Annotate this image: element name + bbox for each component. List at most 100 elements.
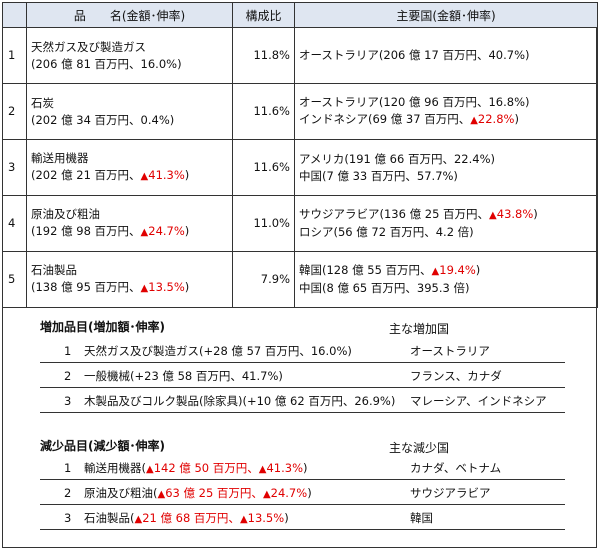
item-negative-rate: 24.7%	[148, 224, 185, 238]
list-item: 2 原油及び粗油(▲63 億 25 百万円、▲24.7%) サウジアラビア	[40, 482, 565, 505]
table-row: 4 原油及び粗油 (192 億 98 百万円、▲24.7%) 11.0% サウジアラビア…	[2, 195, 598, 252]
item-value-text: (138 億 95 百万円、	[31, 280, 141, 294]
negative-marker: ▲	[262, 489, 271, 500]
country-suffix: )	[514, 112, 519, 126]
list-text: 木製品及びコルク製品(除家具)(+10 億 62 百万円、26.9%)	[84, 394, 396, 408]
row-number: 3	[2, 139, 27, 196]
countries-cell: アメリカ(191 億 66 百万円、22.4%) 中国(7 億 33 百万円、57…	[294, 139, 598, 196]
header-item: 品 名(金額･伸率)	[26, 2, 233, 28]
negative-marker: ▲	[140, 283, 149, 294]
country-text: アメリカ(191 億 66 百万円、22.4%)	[299, 151, 495, 166]
list-number: 3	[64, 394, 72, 408]
item-name: 石炭	[31, 95, 54, 110]
increase-title: 増加品目(増加額･伸率)	[40, 320, 165, 334]
item-value: (138 億 95 百万円、▲13.5%)	[31, 279, 232, 297]
negative-rate: 13.5%	[247, 511, 285, 525]
country-negative-rate: 22.8%	[477, 112, 515, 126]
composition-ratio: 11.6%	[232, 83, 295, 140]
item-negative-rate: 41.3%	[148, 168, 185, 182]
list-country: フランス、カナダ	[410, 369, 502, 383]
composition-ratio: 11.6%	[232, 139, 295, 196]
list-item-text: 原油及び粗油(▲63 億 25 百万円、▲24.7%)	[84, 482, 312, 506]
negative-marker: ▲	[140, 227, 149, 238]
decrease-country-header: 主な減少国	[389, 441, 450, 455]
item-value-text: (206 億 81 百万円、16.0%)	[31, 56, 182, 71]
list-country: サウジアラビア	[410, 486, 491, 500]
countries-cell: オーストラリア(120 億 96 百万円、16.8%) インドネシア(69 億 3…	[294, 83, 598, 140]
country-line: オーストラリア(206 億 17 百万円、40.7%)	[299, 47, 597, 64]
item-cell: 原油及び粗油 (192 億 98 百万円、▲24.7%)	[26, 195, 233, 252]
country-text: オーストラリア(206 億 17 百万円、40.7%)	[299, 48, 530, 62]
table-row: 5 石油製品 (138 億 95 百万円、▲13.5%) 7.9% 韓国(128 億 5…	[2, 251, 598, 308]
list-item: 1 天然ガス及び製造ガス(+28 億 57 百万円、16.0%) オーストラリア	[40, 340, 565, 363]
country-text: オーストラリア(120 億 96 百万円、16.8%)	[299, 95, 530, 109]
country-line: 韓国(128 億 55 百万円、▲19.4%)	[299, 262, 597, 280]
country-line: オーストラリア(120 億 96 百万円、16.8%)	[299, 94, 597, 111]
row-number: 4	[2, 195, 27, 252]
item-name: 石油製品	[31, 263, 77, 277]
list-item: 1 輸送用機器(▲142 億 50 百万円、▲41.3%) カナダ、ベトナム	[40, 457, 565, 480]
item-value-suffix: )	[184, 280, 190, 294]
item-value-suffix: )	[184, 168, 190, 182]
list-item-text: 一般機械(+23 億 58 百万円、41.7%)	[84, 365, 283, 387]
header-countries: 主要国(金額･伸率)	[294, 2, 598, 28]
country-text: インドネシア(69 億 37 百万円、	[299, 112, 471, 126]
negative-marker: ▲	[431, 266, 440, 277]
table-row: 3 輸送用機器 (202 億 21 百万円、▲41.3%) 11.6% アメリカ(191…	[2, 139, 598, 196]
item-cell: 石油製品 (138 億 95 百万円、▲13.5%)	[26, 251, 233, 308]
country-text: 中国(8 億 65 百万円、395.3 倍)	[299, 281, 470, 295]
negative-amount: 21 億 68 百万円、	[142, 511, 240, 525]
item-value: (202 億 21 百万円、▲41.3%)	[31, 167, 232, 185]
list-item: 3 木製品及びコルク製品(除家具)(+10 億 62 百万円、26.9%) マレーシ…	[40, 390, 565, 413]
item-value: (206 億 81 百万円、16.0%)	[31, 56, 232, 73]
negative-marker: ▲	[134, 514, 143, 525]
list-item-text: 天然ガス及び製造ガス(+28 億 57 百万円、16.0%)	[84, 340, 352, 362]
country-text: サウジアラビア(136 億 25 百万円、	[299, 207, 490, 221]
list-item-text: 石油製品(▲21 億 68 百万円、▲13.5%)	[84, 507, 289, 531]
negative-marker: ▲	[470, 115, 478, 126]
item-cell: 石炭 (202 億 34 百万円、0.4%)	[26, 83, 233, 140]
countries-cell: サウジアラビア(136 億 25 百万円、▲43.8%) ロシア(56 億 72 …	[294, 195, 598, 252]
country-line: サウジアラビア(136 億 25 百万円、▲43.8%)	[299, 206, 597, 224]
list-number: 3	[64, 511, 72, 525]
country-suffix: )	[533, 207, 538, 221]
list-item: 3 石油製品(▲21 億 68 百万円、▲13.5%) 韓国	[40, 507, 565, 530]
list-text-suffix: )	[284, 511, 289, 525]
item-name: 天然ガス及び製造ガス	[31, 39, 146, 54]
country-negative-rate: 43.8%	[496, 207, 534, 221]
negative-marker: ▲	[239, 514, 248, 525]
country-text: 韓国(128 億 55 百万円、	[299, 263, 432, 277]
country-line: 中国(8 億 65 百万円、395.3 倍)	[299, 280, 597, 297]
list-text-suffix: )	[303, 461, 308, 475]
table-row: 2 石炭 (202 億 34 百万円、0.4%) 11.6% オーストラリア(120 億…	[2, 83, 598, 140]
item-name: 原油及び粗油	[31, 207, 100, 221]
negative-marker: ▲	[140, 171, 149, 182]
header-ratio: 構成比	[232, 2, 295, 28]
item-value: (192 億 98 百万円、▲24.7%)	[31, 223, 232, 241]
list-text-suffix: )	[307, 486, 312, 500]
list-country: カナダ、ベトナム	[410, 461, 502, 475]
country-suffix: )	[475, 263, 481, 277]
countries-cell: 韓国(128 億 55 百万円、▲19.4%) 中国(8 億 65 百万円、395…	[294, 251, 598, 308]
main-import-table: 品 名(金額･伸率) 構成比 主要国(金額･伸率) 1 天然ガス及び製造ガス (20…	[2, 2, 598, 308]
item-value-text: (202 億 34 百万円、0.4%)	[31, 112, 175, 127]
negative-marker: ▲	[489, 210, 497, 221]
country-text: ロシア(56 億 72 百万円、4.2 倍)	[299, 225, 474, 239]
composition-ratio: 11.8%	[232, 27, 295, 84]
list-item: 2 一般機械(+23 億 58 百万円、41.7%) フランス、カナダ	[40, 365, 565, 388]
list-text: 輸送用機器(	[84, 461, 146, 475]
list-number: 1	[64, 461, 72, 475]
country-line: ロシア(56 億 72 百万円、4.2 倍)	[299, 224, 597, 241]
table-row: 1 天然ガス及び製造ガス (206 億 81 百万円、16.0%) 11.8% オースト…	[2, 27, 598, 84]
list-item-text: 輸送用機器(▲142 億 50 百万円、▲41.3%)	[84, 457, 308, 481]
list-item-text: 木製品及びコルク製品(除家具)(+10 億 62 百万円、26.9%)	[84, 390, 395, 412]
list-text: 原油及び粗油(	[84, 486, 158, 500]
item-value-text: (192 億 98 百万円、	[31, 224, 141, 238]
item-cell: 輸送用機器 (202 億 21 百万円、▲41.3%)	[26, 139, 233, 196]
header-no	[2, 2, 27, 28]
negative-rate: 41.3%	[266, 461, 304, 475]
composition-ratio: 7.9%	[232, 251, 295, 308]
negative-marker: ▲	[146, 464, 154, 475]
increase-country-header: 主な増加国	[389, 322, 450, 336]
list-country: オーストラリア	[410, 344, 490, 358]
